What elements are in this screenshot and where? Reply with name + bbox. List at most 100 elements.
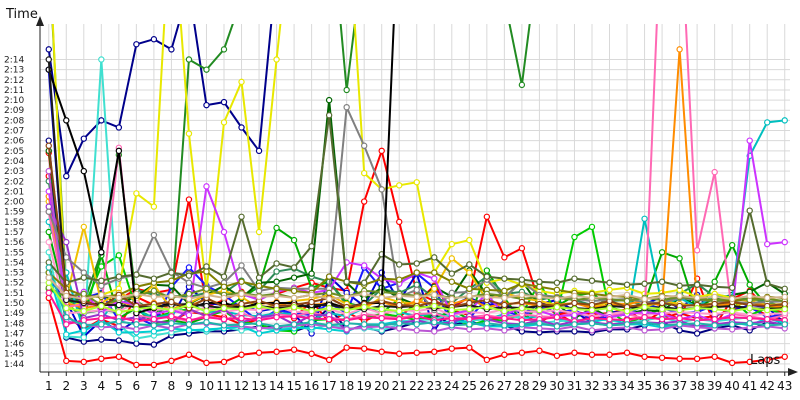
- data-point: [185, 351, 193, 358]
- data-point: [623, 321, 631, 328]
- data-point: [764, 294, 771, 302]
- data-point: [98, 315, 105, 322]
- data-point: [63, 357, 70, 365]
- data-point: [623, 291, 631, 299]
- x-tick-label: 43: [777, 379, 792, 393]
- data-point: [63, 117, 70, 124]
- data-point: [536, 278, 543, 285]
- data-point: [536, 325, 543, 332]
- data-point: [483, 273, 491, 280]
- data-point: [588, 294, 596, 302]
- data-point: [273, 292, 280, 300]
- data-point: [693, 304, 701, 312]
- data-point: [571, 275, 578, 282]
- data-point: [693, 330, 701, 337]
- data-point: [518, 291, 526, 299]
- data-point: [115, 273, 123, 280]
- data-point: [641, 319, 648, 326]
- data-point: [239, 0, 244, 1]
- x-tick-label: 23: [427, 379, 442, 393]
- data-point: [133, 305, 140, 313]
- data-point: [764, 280, 771, 287]
- data-point: [325, 316, 333, 323]
- data-point: [150, 328, 158, 335]
- data-point: [115, 301, 123, 309]
- data-point: [220, 119, 228, 126]
- data-point: [711, 316, 718, 323]
- x-tick-label: 27: [497, 379, 512, 393]
- x-tick-label: 42: [760, 379, 775, 393]
- data-point: [536, 306, 543, 314]
- data-point: [553, 295, 561, 303]
- x-tick-label: 38: [689, 379, 704, 393]
- x-tick-label: 31: [567, 379, 582, 393]
- data-point: [676, 355, 683, 363]
- data-point: [238, 78, 245, 86]
- data-point: [45, 238, 52, 246]
- x-tick-label: 1: [45, 379, 53, 393]
- data-point: [80, 317, 88, 324]
- data-point: [466, 299, 473, 307]
- data-point: [45, 203, 52, 210]
- data-point: [658, 316, 666, 323]
- data-point: [80, 307, 88, 315]
- data-point: [98, 56, 105, 63]
- data-point: [588, 320, 596, 327]
- data-point: [238, 321, 245, 328]
- data-point: [501, 322, 508, 329]
- x-tick-label: 25: [462, 379, 477, 393]
- data-point: [378, 294, 385, 302]
- data-point: [501, 301, 508, 309]
- data-point: [115, 252, 123, 259]
- data-point: [781, 285, 788, 293]
- data-point: [220, 304, 228, 312]
- data-point: [413, 327, 420, 334]
- data-point: [185, 295, 193, 303]
- x-tick-label: 28: [514, 379, 529, 393]
- y-tick-label: 1:56: [4, 238, 24, 248]
- data-point: [185, 56, 193, 63]
- data-point: [396, 301, 403, 309]
- data-point: [203, 359, 210, 367]
- data-point: [80, 223, 88, 231]
- data-point: [658, 305, 666, 313]
- data-point: [133, 326, 140, 333]
- data-point: [203, 101, 210, 109]
- data-point: [623, 297, 631, 305]
- data-point: [45, 137, 52, 144]
- data-point: [781, 293, 788, 301]
- data-point: [238, 124, 245, 131]
- data-point: [571, 305, 578, 313]
- data-point: [203, 326, 210, 333]
- data-point: [255, 282, 263, 289]
- x-tick-label: 24: [444, 379, 459, 393]
- y-tick-label: 2:14: [4, 56, 24, 66]
- data-point: [273, 260, 280, 267]
- data-point: [728, 241, 736, 249]
- y-tick-label: 1:49: [4, 309, 24, 319]
- data-point: [150, 341, 158, 348]
- data-point: [623, 349, 631, 356]
- data-point: [536, 293, 543, 301]
- data-point: [238, 262, 245, 269]
- data-point: [711, 300, 718, 308]
- data-point: [343, 293, 350, 301]
- data-point: [571, 349, 578, 356]
- data-point: [641, 215, 648, 222]
- data-point: [413, 269, 420, 276]
- data-point: [325, 273, 333, 280]
- data-point: [360, 314, 368, 321]
- y-tick-label: 2:11: [4, 86, 24, 96]
- data-point: [378, 322, 385, 329]
- data-point: [431, 328, 438, 335]
- y-tick-label: 1:58: [4, 218, 24, 228]
- data-point: [308, 307, 315, 315]
- data-point: [518, 276, 526, 283]
- data-point: [711, 322, 718, 329]
- data-point: [641, 327, 648, 334]
- data-point: [483, 267, 491, 274]
- data-point: [45, 208, 52, 215]
- x-tick-label: 7: [150, 379, 158, 393]
- data-point: [501, 307, 508, 315]
- data-point: [676, 327, 683, 334]
